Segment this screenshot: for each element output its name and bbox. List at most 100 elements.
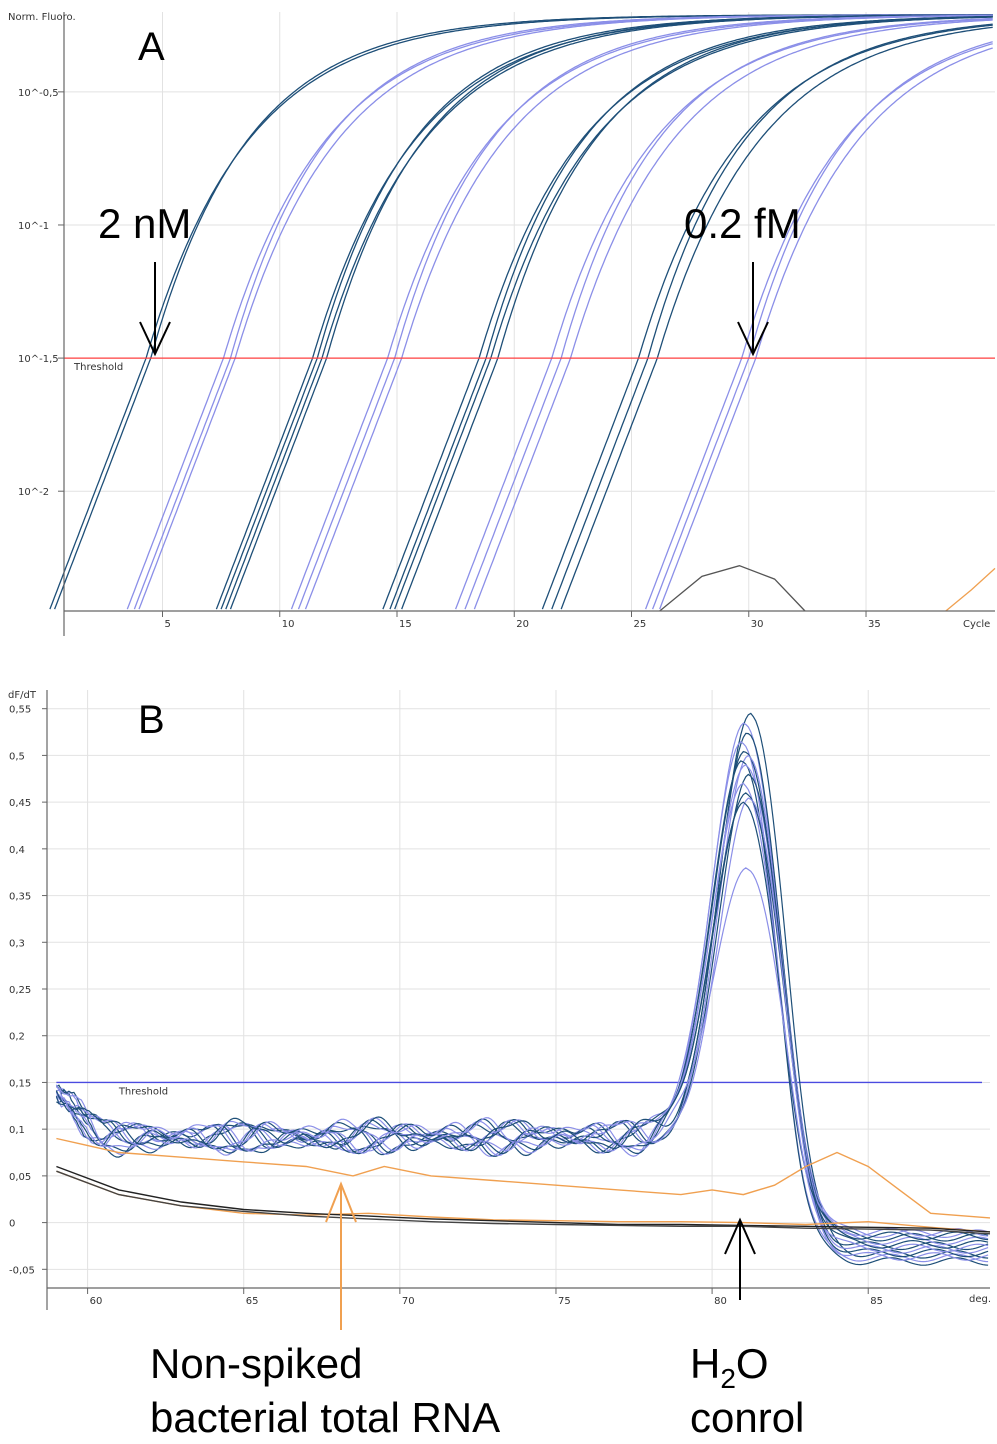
panel-a: Ct 4.3Ct 4.5Ct 7.6Ct 7.9Ct 8.1Ct 11.4Ct … xyxy=(8,12,996,636)
panel-b-letter: B xyxy=(138,698,165,742)
panel-b-x-tick-label: 65 xyxy=(246,1296,259,1307)
annotation-bacterial-total-rna: bacterial total RNA xyxy=(150,1394,500,1441)
panel-b-melt-curve: peak 0.515 xyxy=(56,741,989,1263)
panel-a-amplification-curve: Ct 19 xyxy=(394,16,993,610)
panel-b-x-tick-label: 70 xyxy=(402,1296,415,1307)
panel-a-amplification-curve: Ct 26.1 xyxy=(560,26,993,610)
panel-a-amplification-curve: Ct 21.6 xyxy=(454,18,993,610)
arrow-0-2fm xyxy=(737,262,769,357)
panel-b-y-tick-label: 0,15 xyxy=(9,1078,31,1089)
panel-b-melt-curve: peak 0.545 xyxy=(55,712,989,1259)
panel-b-melt-curve: peak 0.505 xyxy=(56,750,989,1242)
panel-b-y-tick-label: 0,55 xyxy=(9,705,31,716)
panel-a-amplification-curve: Ct 15.2 xyxy=(304,15,993,610)
panel-b-x-tick-label: 85 xyxy=(870,1296,883,1307)
panel-a-amplification-curve: Ct 19.3 xyxy=(401,15,993,610)
panel-a-x-tick-label: 30 xyxy=(751,619,764,630)
panel-a-y-tick-label: 10^-1,5 xyxy=(18,354,59,365)
panel-b-melt-curve: peak 0.525 xyxy=(56,732,989,1251)
panel-b-y-tick-label: -0,05 xyxy=(9,1265,35,1276)
panel-a-x-tick-label: 5 xyxy=(164,619,170,630)
panel-a-x-tick-label: 20 xyxy=(516,619,529,630)
panel-a-amplification-curve: Ct 30 xyxy=(651,41,993,610)
panel-a-amplification-curve: Ct 25.3 xyxy=(541,24,993,610)
panel-b-y-tick-label: 0,2 xyxy=(9,1032,25,1043)
panel-b-melt-curve: peak 0.48 xyxy=(55,773,989,1258)
panel-a-baseline-curve xyxy=(945,567,996,612)
annotation-h2o-subscript: 2 xyxy=(720,1363,736,1394)
arrow-h2o-control xyxy=(724,1217,756,1300)
panel-b: Threshold peak 0.545peak 0.535peak 0.525… xyxy=(8,690,991,1441)
panel-a-amplification-curve: Ct 18.8 xyxy=(389,15,993,610)
panel-b-y-tick-label: 0,3 xyxy=(9,938,25,949)
panel-b-melt-curve: peak 0.495 xyxy=(56,760,989,1266)
panel-b-y-tick-label: 0,05 xyxy=(9,1172,31,1183)
panel-a-x-tick-label: 25 xyxy=(634,619,647,630)
panel-b-melt-curve: peak 0.47 xyxy=(55,782,989,1237)
panel-a-amplification-curve: Ct 22 xyxy=(464,17,993,610)
panel-a-x-tick-label: 10 xyxy=(282,619,295,630)
annotation-h2o-o: O xyxy=(736,1340,769,1387)
panel-a-tick-labels: 5 10 15 20 25 30 35 10^-0,5 10^-1 10^-1,5 10^-2 xyxy=(18,88,881,630)
panel-a-letter: A xyxy=(138,25,165,69)
panel-a-amplification-curve: Ct 22.4 xyxy=(473,19,993,610)
panel-b-y-tick-label: 0 xyxy=(9,1219,15,1230)
panel-b-melt-curve: peak 0.45 xyxy=(55,801,989,1241)
panel-a-baseline-curve xyxy=(659,565,806,612)
panel-a-y-axis-label: Norm. Fluoro. xyxy=(8,12,76,23)
panel-a-grid xyxy=(64,12,995,611)
panel-b-y-tick-label: 0,4 xyxy=(9,845,25,856)
annotation-2nm: 2 nM xyxy=(98,200,191,247)
panel-a-amplification-curve: Ct 30.3 xyxy=(659,47,993,610)
panel-b-h2o-curve xyxy=(56,1170,991,1233)
panel-b-rna-curve xyxy=(56,1165,991,1233)
panel-b-melt-curve: peak 0.5 xyxy=(56,754,989,1254)
panel-b-melt-curve: peak 0.535 xyxy=(55,722,989,1238)
panel-a-x-tick-label: 35 xyxy=(868,619,881,630)
panel-a-y-tick-label: 10^-1 xyxy=(18,221,49,232)
panel-b-rna-curve xyxy=(56,1170,991,1235)
panel-b-x-tick-label: 80 xyxy=(714,1296,727,1307)
panel-b-h2o-curve xyxy=(56,1137,991,1219)
panel-a-amplification-curve: Ct 12 xyxy=(229,14,993,610)
panel-b-melt-curve: peak 0.38 xyxy=(56,867,989,1253)
panel-b-tick-labels: 60 65 70 75 80 85 -0,05 0 0,05 0,1 0,15 0,2 0,25 0,3 0… xyxy=(9,705,883,1307)
panel-b-y-axis-label: dF/dT xyxy=(8,690,37,701)
annotation-control: conrol xyxy=(690,1394,804,1441)
arrow-2nm xyxy=(139,262,171,357)
annotation-h2o: H2O xyxy=(690,1340,769,1394)
panel-a-amplification-curve: Ct 4.3 xyxy=(49,14,993,610)
panel-b-y-tick-label: 0,25 xyxy=(9,985,31,996)
annotation-non-spiked: Non-spiked xyxy=(150,1340,362,1387)
panel-b-x-tick-label: 60 xyxy=(90,1296,103,1307)
panel-a-amplification-curve: Ct 14.9 xyxy=(297,14,993,610)
panel-a-x-axis-label: Cycle xyxy=(963,619,990,630)
panel-b-x-tick-label: 75 xyxy=(558,1296,571,1307)
panel-b-y-tick-label: 0,5 xyxy=(9,751,25,762)
panel-a-amplification-curve: Ct 7.6 xyxy=(126,14,993,610)
annotation-0-2fm: 0.2 fM xyxy=(684,200,801,247)
panel-a-amplification-curve: Ct 25.7 xyxy=(551,23,993,610)
panel-a-y-tick-label: 10^-2 xyxy=(18,487,49,498)
panel-b-melt-curve: peak 0.49 xyxy=(55,764,989,1246)
panel-a-amplification-curve: Ct 7.9 xyxy=(133,14,993,610)
panel-a-amplification-curve: Ct 29.7 xyxy=(644,43,993,610)
panel-b-y-tick-label: 0,1 xyxy=(9,1125,25,1136)
panel-a-curves: Ct 4.3Ct 4.5Ct 7.6Ct 7.9Ct 8.1Ct 11.4Ct … xyxy=(49,14,996,612)
arrow-non-spiked-rna xyxy=(325,1181,357,1330)
panel-b-y-tick-label: 0,35 xyxy=(9,892,31,903)
panel-b-melt-curve: peak 0.46 xyxy=(55,792,989,1249)
panel-b-grid xyxy=(47,690,990,1288)
panel-b-axes xyxy=(46,690,990,1310)
panel-a-threshold-label: Threshold xyxy=(73,362,123,373)
panel-b-melt-curve: peak 0.455 xyxy=(55,797,989,1261)
panel-a-axes xyxy=(63,12,995,636)
panel-b-x-axis-label: deg. xyxy=(969,1294,991,1305)
panel-b-y-tick-label: 0,45 xyxy=(9,798,31,809)
panel-a-y-tick-label: 10^-0,5 xyxy=(18,88,59,99)
panel-b-curves: peak 0.545peak 0.535peak 0.525peak 0.515… xyxy=(55,712,991,1266)
annotation-h2o-h: H xyxy=(690,1340,720,1387)
panel-b-threshold-label: Threshold xyxy=(118,1086,168,1097)
panel-a-x-tick-label: 15 xyxy=(399,619,412,630)
